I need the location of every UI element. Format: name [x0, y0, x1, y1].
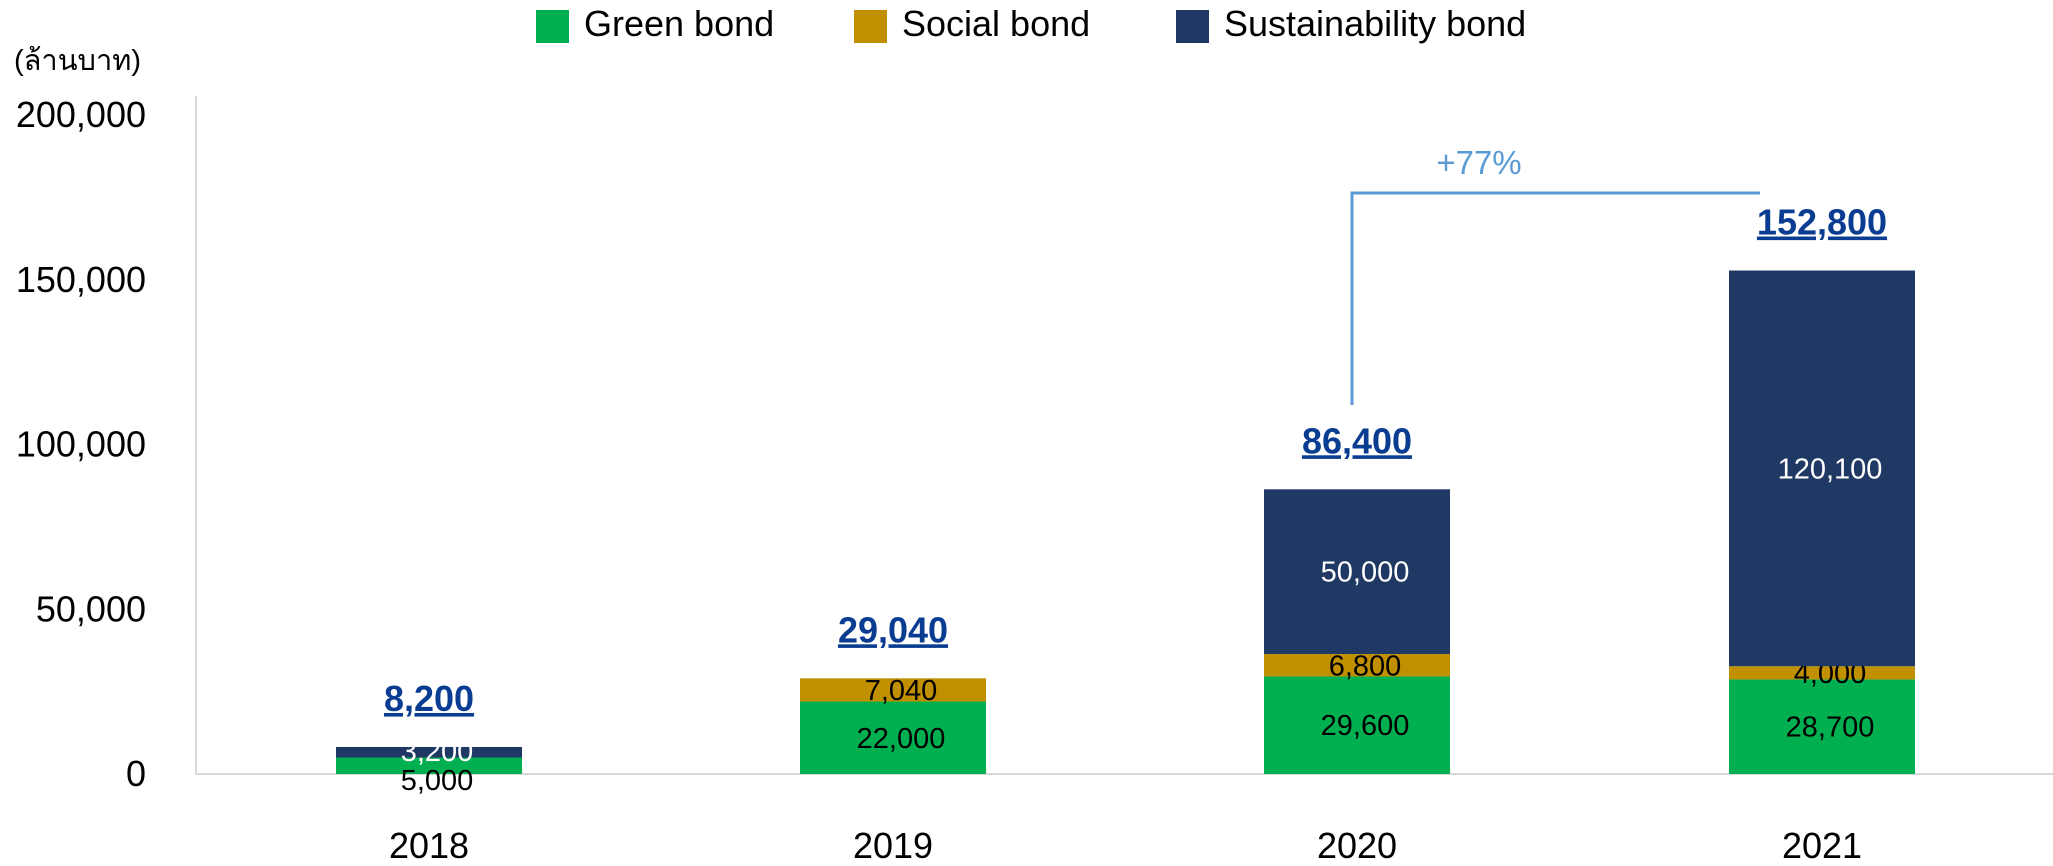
- y-tick-label: 50,000: [36, 588, 146, 629]
- segment-data-label: 5,000: [401, 765, 474, 797]
- segment-data-label: 6,800: [1329, 650, 1402, 682]
- legend-swatch: [1176, 10, 1209, 43]
- y-axis-unit-label: (ล้านบาท): [14, 45, 141, 77]
- bar-segment: [336, 757, 522, 774]
- x-tick-label: 2020: [1317, 825, 1397, 866]
- y-tick-label: 200,000: [16, 94, 146, 135]
- axes: 0 50,000 100,000 150,000 200,000 2018 2019 2020…: [16, 94, 2053, 866]
- total-data-label: 152,800: [1757, 202, 1887, 243]
- legend-swatch: [536, 10, 569, 43]
- bar-segment: [1729, 666, 1915, 680]
- legend: Green bond Social bond Sustainability bond: [536, 3, 1526, 44]
- segment-data-label: 50,000: [1321, 557, 1410, 589]
- legend-label: Social bond: [902, 3, 1090, 44]
- bar-segment: [1264, 676, 1450, 774]
- legend-label: Sustainability bond: [1224, 3, 1526, 44]
- total-data-label: 8,200: [384, 678, 474, 719]
- segment-data-label: 22,000: [857, 723, 946, 755]
- bar-segment: [1729, 679, 1915, 774]
- x-tick-label: 2019: [853, 825, 933, 866]
- y-tick-label: 150,000: [16, 259, 146, 300]
- total-data-label: 86,400: [1302, 420, 1412, 461]
- segment-data-label: 28,700: [1786, 712, 1875, 744]
- segment-data-label: 120,100: [1778, 453, 1883, 485]
- x-tick-label: 2021: [1782, 825, 1862, 866]
- bar-segment: [800, 701, 986, 774]
- total-data-label: 29,040: [838, 609, 948, 650]
- growth-bracket-line: [1350, 191, 1760, 405]
- segment-data-label: 29,600: [1321, 710, 1410, 742]
- bar-segment: [1264, 489, 1450, 655]
- legend-label: Green bond: [584, 3, 774, 44]
- segment-data-label: 7,040: [865, 675, 938, 707]
- growth-annotation: +77%: [1350, 144, 1760, 405]
- y-tick-label: 0: [126, 753, 146, 794]
- x-tick-label: 2018: [389, 825, 469, 866]
- growth-percentage-label: +77%: [1436, 144, 1521, 181]
- bar-segment: [800, 678, 986, 702]
- bar-segment: [1264, 654, 1450, 677]
- legend-swatch: [854, 10, 887, 43]
- segment-data-label: 3,200: [401, 736, 474, 768]
- bar-segment: [336, 746, 522, 758]
- bar-segment: [1729, 270, 1915, 667]
- y-tick-label: 100,000: [16, 424, 146, 465]
